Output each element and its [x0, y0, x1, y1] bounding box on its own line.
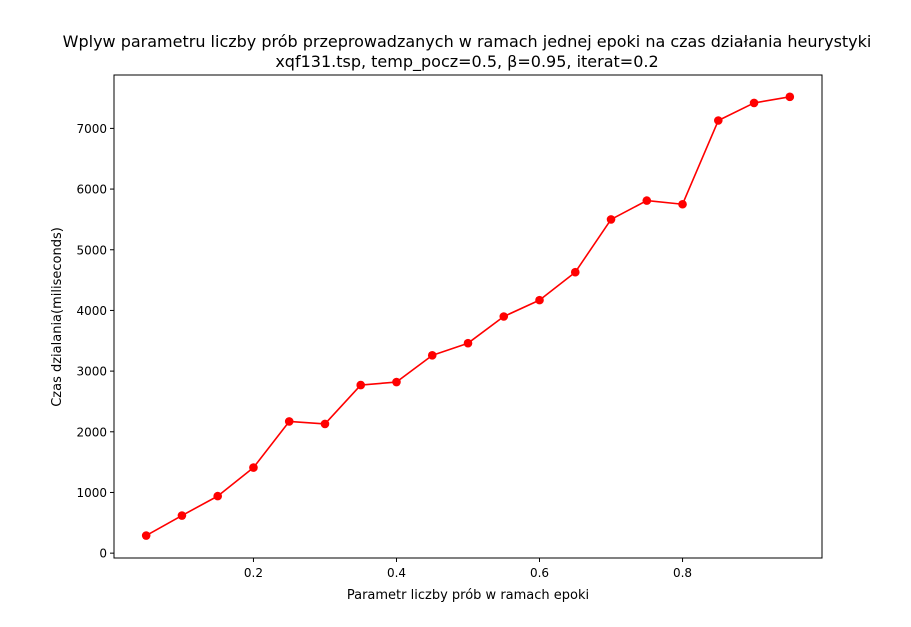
plot-frame: [113, 74, 823, 559]
data-point: [141, 531, 151, 540]
data-point: [320, 419, 330, 429]
data-point: [606, 215, 616, 224]
y-axis-label: Czas dzialania(miliseconds): [50, 227, 65, 407]
y-tick-label: 1000: [76, 486, 107, 500]
x-tick-label: 0.8: [673, 566, 692, 580]
data-point: [785, 92, 795, 102]
y-tick-label: 4000: [76, 304, 107, 318]
x-axis-label: Parametr liczby prób w ramach epoki: [347, 588, 589, 603]
data-point: [427, 351, 437, 360]
plot-series: [141, 92, 795, 540]
data-point: [678, 199, 687, 209]
data-point: [642, 196, 652, 205]
x-tick-label: 0.6: [530, 566, 549, 580]
data-point: [284, 417, 294, 426]
y-tick-label: 2000: [76, 425, 107, 439]
series-line: [145, 96, 790, 537]
y-tick-label: 6000: [76, 183, 107, 197]
y-tick-label: 0: [99, 547, 107, 561]
y-tick-label: 3000: [76, 365, 107, 379]
chart-title: Wplyw parametru liczby prób przeprowadza…: [63, 32, 872, 51]
data-point: [249, 463, 258, 472]
data-point: [714, 116, 723, 125]
data-point: [749, 98, 759, 108]
data-point: [499, 312, 509, 321]
x-tick-label: 0.2: [244, 566, 263, 580]
data-point: [463, 338, 473, 348]
data-point: [213, 491, 222, 501]
y-tick-label: 5000: [76, 243, 107, 257]
x-tick-label: 0.4: [387, 566, 406, 580]
y-tick-label: 7000: [76, 122, 107, 136]
data-point: [356, 380, 366, 390]
chart-subtitle: xqf131.tsp, temp_pocz=0.5, β=0.95, itera…: [275, 52, 658, 72]
data-point: [177, 511, 187, 520]
data-point: [570, 267, 580, 277]
data-point: [535, 295, 544, 305]
axis-ticks: 0.2 0.4 0.6 0.8 0 1000 2000 3000 4000 5000 6000 700…: [76, 122, 692, 580]
data-point: [392, 377, 401, 387]
